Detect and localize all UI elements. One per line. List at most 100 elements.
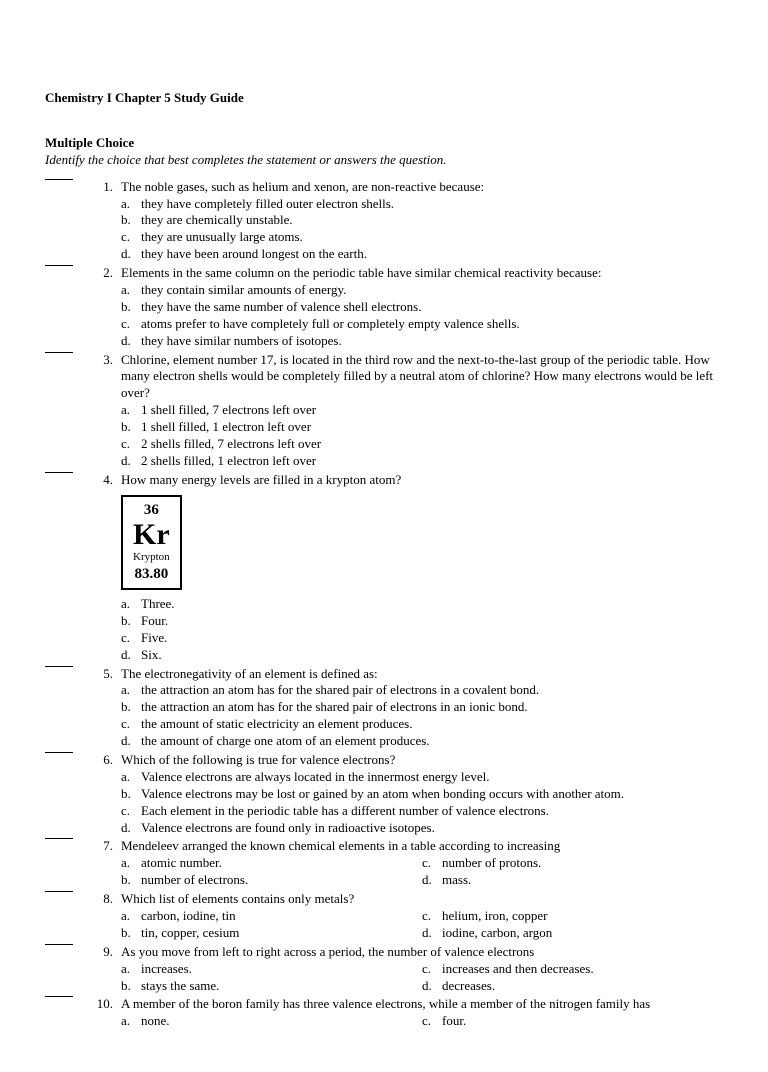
option-text: the attraction an atom has for the share… <box>141 699 723 716</box>
option-text: stays the same. <box>141 978 422 995</box>
option-letter: b. <box>121 978 141 995</box>
option-text: 1 shell filled, 1 electron left over <box>141 419 723 436</box>
question-body: As you move from left to right across a … <box>121 944 723 995</box>
answer-blank[interactable] <box>45 944 85 995</box>
question-body: The electronegativity of an element is d… <box>121 666 723 750</box>
answer-blank[interactable] <box>45 352 85 470</box>
page-title: Chemistry I Chapter 5 Study Guide <box>45 90 723 107</box>
option-letter: b. <box>121 299 141 316</box>
option-row: d.Six. <box>121 647 723 664</box>
option-row: d.they have similar numbers of isotopes. <box>121 333 723 350</box>
element-name: Krypton <box>133 550 170 564</box>
option-letter: d. <box>422 872 442 889</box>
option-row: a.Three. <box>121 596 723 613</box>
option-text: atoms prefer to have completely full or … <box>141 316 723 333</box>
option-row: a.carbon, iodine, tin <box>121 908 422 925</box>
option-row: c.the amount of static electricity an el… <box>121 716 723 733</box>
answer-blank[interactable] <box>45 891 85 942</box>
option-text: number of electrons. <box>141 872 422 889</box>
answer-blank-line <box>45 472 73 473</box>
question-stem: The noble gases, such as helium and xeno… <box>121 179 723 196</box>
answer-blank[interactable] <box>45 265 85 349</box>
option-text: number of protons. <box>442 855 723 872</box>
question-row: 2.Elements in the same column on the per… <box>45 265 723 349</box>
option-row: d.the amount of charge one atom of an el… <box>121 733 723 750</box>
options-col-right: c.number of protons.d.mass. <box>422 855 723 889</box>
option-text: Five. <box>141 630 723 647</box>
question-stem: A member of the boron family has three v… <box>121 996 723 1013</box>
option-row: d.iodine, carbon, argon <box>422 925 723 942</box>
answer-blank-line <box>45 752 73 753</box>
question-stem: Elements in the same column on the perio… <box>121 265 723 282</box>
option-text: Three. <box>141 596 723 613</box>
option-text: 2 shells filled, 1 electron left over <box>141 453 723 470</box>
question-stem: Which list of elements contains only met… <box>121 891 723 908</box>
option-text: they have similar numbers of isotopes. <box>141 333 723 350</box>
answer-blank-line <box>45 891 73 892</box>
option-row: b.Four. <box>121 613 723 630</box>
option-letter: a. <box>121 769 141 786</box>
answer-blank[interactable] <box>45 666 85 750</box>
option-letter: b. <box>121 872 141 889</box>
answer-blank[interactable] <box>45 996 85 1030</box>
option-letter: d. <box>121 246 141 263</box>
options-col-left: a.atomic number.b.number of electrons. <box>121 855 422 889</box>
answer-blank-line <box>45 352 73 353</box>
question-row: 6.Which of the following is true for val… <box>45 752 723 836</box>
option-row: d.Valence electrons are found only in ra… <box>121 820 723 837</box>
answer-blank[interactable] <box>45 752 85 836</box>
option-text: increases. <box>141 961 422 978</box>
option-text: none. <box>141 1013 422 1030</box>
option-text: they are chemically unstable. <box>141 212 723 229</box>
option-text: Valence electrons are found only in radi… <box>141 820 723 837</box>
option-row: d.decreases. <box>422 978 723 995</box>
question-row: 10.A member of the boron family has thre… <box>45 996 723 1030</box>
question-stem: As you move from left to right across a … <box>121 944 723 961</box>
answer-blank-line <box>45 265 73 266</box>
option-row: a.they have completely filled outer elec… <box>121 196 723 213</box>
option-row: a.the attraction an atom has for the sha… <box>121 682 723 699</box>
option-row: c.they are unusually large atoms. <box>121 229 723 246</box>
question-body: A member of the boron family has three v… <box>121 996 723 1030</box>
option-letter: c. <box>422 908 442 925</box>
answer-blank[interactable] <box>45 179 85 263</box>
question-number: 5. <box>85 666 121 750</box>
option-text: they contain similar amounts of energy. <box>141 282 723 299</box>
options-col-right: c.increases and then decreases.d.decreas… <box>422 961 723 995</box>
option-row: b.Valence electrons may be lost or gaine… <box>121 786 723 803</box>
option-row: a.1 shell filled, 7 electrons left over <box>121 402 723 419</box>
question-number: 3. <box>85 352 121 470</box>
option-text: Each element in the periodic table has a… <box>141 803 723 820</box>
option-letter: a. <box>121 855 141 872</box>
question-number: 9. <box>85 944 121 995</box>
option-letter: d. <box>121 820 141 837</box>
option-row: c.Each element in the periodic table has… <box>121 803 723 820</box>
option-text: Four. <box>141 613 723 630</box>
option-text: four. <box>442 1013 723 1030</box>
option-text: atomic number. <box>141 855 422 872</box>
options-col-left: a.none. <box>121 1013 422 1030</box>
question-row: 7.Mendeleev arranged the known chemical … <box>45 838 723 889</box>
answer-blank-line <box>45 838 73 839</box>
option-letter: c. <box>121 436 141 453</box>
options-col-left: a.carbon, iodine, tinb.tin, copper, cesi… <box>121 908 422 942</box>
question-stem: Which of the following is true for valen… <box>121 752 723 769</box>
options-col-left: a.increases.b.stays the same. <box>121 961 422 995</box>
option-row: d.mass. <box>422 872 723 889</box>
option-row: b.the attraction an atom has for the sha… <box>121 699 723 716</box>
question-list: 1.The noble gases, such as helium and xe… <box>45 179 723 1031</box>
option-row: c.four. <box>422 1013 723 1030</box>
option-row: c.Five. <box>121 630 723 647</box>
option-letter: c. <box>422 961 442 978</box>
option-row: b.they have the same number of valence s… <box>121 299 723 316</box>
question-body: Which of the following is true for valen… <box>121 752 723 836</box>
answer-blank[interactable] <box>45 472 85 664</box>
option-text: mass. <box>442 872 723 889</box>
section-head: Multiple Choice <box>45 135 134 150</box>
options-list: a.they contain similar amounts of energy… <box>121 282 723 350</box>
answer-blank[interactable] <box>45 838 85 889</box>
option-letter: a. <box>121 961 141 978</box>
question-number: 6. <box>85 752 121 836</box>
element-tile: 36KrKrypton83.80 <box>121 495 182 590</box>
question-body: Mendeleev arranged the known chemical el… <box>121 838 723 889</box>
